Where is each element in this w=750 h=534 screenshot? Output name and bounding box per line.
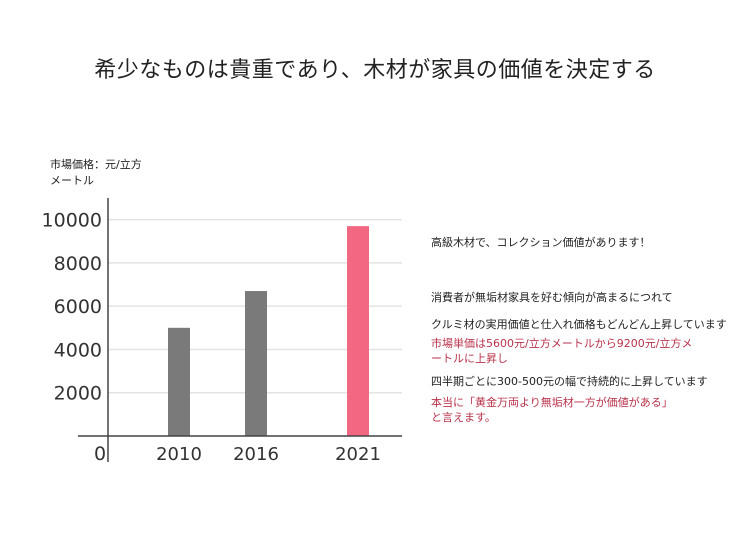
y-tick-labels: 0 2000 4000 6000 8000 10000 bbox=[42, 210, 107, 465]
y-tick-label-0: 0 bbox=[94, 443, 106, 465]
y-tick-label-6000: 6000 bbox=[54, 296, 102, 318]
y-tick-label-8000: 8000 bbox=[54, 253, 102, 275]
page-title: 希少なものは貴重であり、木材が家具の価値を決定する bbox=[94, 58, 656, 83]
note-collection-value: 高級木材で、コレクション価値があります！ bbox=[431, 236, 651, 249]
x-tick-label-2021: 2021 bbox=[335, 444, 381, 465]
bar-2016 bbox=[245, 291, 267, 436]
y-axis-unit-label: 市場価格：元/立方 メートル bbox=[50, 157, 142, 189]
bar-2021 bbox=[347, 226, 369, 436]
y-tick-label-2000: 2000 bbox=[54, 383, 102, 405]
unit-label-line-2: メートル bbox=[50, 174, 94, 187]
axes bbox=[78, 198, 402, 462]
note-walnut-price: クルミ材の実用価値と仕入れ価格もどんどん上昇しています bbox=[431, 318, 727, 331]
bar-2010 bbox=[168, 327, 190, 436]
x-tick-label-2010: 2010 bbox=[156, 444, 202, 465]
y-tick-label-10000: 10000 bbox=[42, 210, 102, 232]
bars bbox=[168, 226, 369, 436]
note-quarterly-rise: 四半期ごとに300-500元の幅で持続的に上昇しています bbox=[431, 375, 708, 388]
note-consumer-trend: 消費者が無垢材家具を好む傾向が高まるにつれて bbox=[431, 291, 673, 304]
bar-chart: 0 2000 4000 6000 8000 10000 2010 2016 2021 bbox=[42, 198, 402, 465]
y-tick-label-4000: 4000 bbox=[54, 339, 102, 361]
x-tick-labels: 2010 2016 2021 bbox=[156, 444, 381, 465]
note-solid-wood-saying: 本当に「黄金万両より無垢材一方が価値がある」と言えます。 bbox=[431, 396, 673, 424]
unit-label-line-1: 市場価格：元/立方 bbox=[50, 158, 142, 171]
x-tick-label-2016: 2016 bbox=[233, 444, 279, 465]
note-market-price-rise: 市場単価は5600元/立方メートルから9200元/立方メートルに上昇し bbox=[431, 337, 693, 365]
